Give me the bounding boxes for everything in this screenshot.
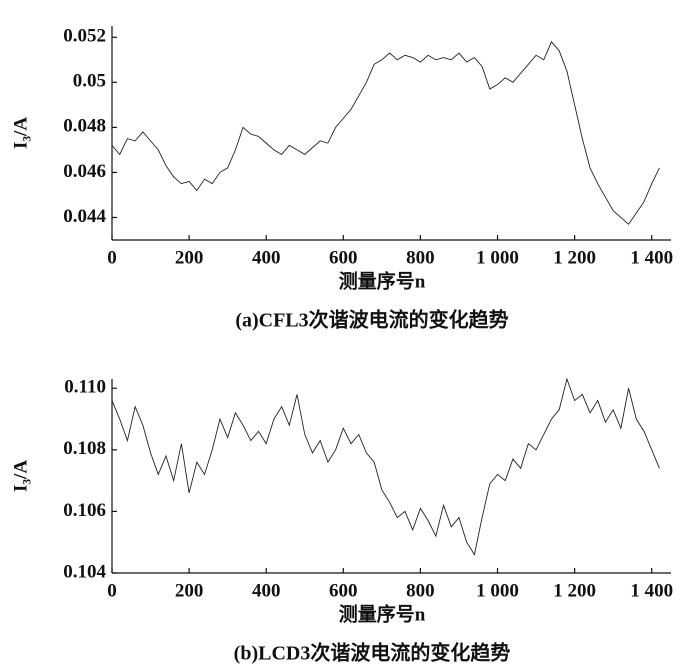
- x-tick-label: 0: [107, 247, 117, 268]
- y-tick-label: 0.05: [73, 71, 106, 92]
- x-tick-label: 600: [329, 247, 358, 268]
- x-tick-label: 1 400: [630, 247, 673, 268]
- x-tick-label: 200: [175, 247, 204, 268]
- data-line: [111, 377, 660, 556]
- x-tick-label: 600: [329, 580, 358, 601]
- x-tick-label: 1 400: [630, 580, 673, 601]
- x-tick-label: 400: [252, 247, 281, 268]
- x-tick-label: 800: [406, 247, 435, 268]
- x-tick-label: 1 200: [553, 247, 596, 268]
- x-tick-label: 1 000: [476, 580, 519, 601]
- x-axis-label: 测量序号n: [339, 602, 426, 625]
- y-axis-label: I₃/A: [10, 460, 31, 492]
- x-tick-label: 400: [252, 580, 281, 601]
- x-axis-label: 测量序号n: [339, 269, 426, 292]
- x-tick-label: 0: [107, 580, 117, 601]
- y-tick-label: 0.046: [63, 161, 106, 182]
- x-tick-label: 200: [175, 580, 204, 601]
- y-tick-label: 0.110: [64, 377, 106, 398]
- data-line: [111, 40, 660, 225]
- y-tick-label: 0.044: [63, 206, 106, 227]
- caption: (b)LCD3次谐波电流的变化趋势: [234, 641, 511, 665]
- x-tick-label: 800: [406, 580, 435, 601]
- y-axis-label: I₃/A: [10, 117, 31, 149]
- x-tick-label: 1 000: [476, 247, 519, 268]
- y-tick-label: 0.048: [63, 116, 106, 137]
- y-tick-label: 0.104: [63, 561, 106, 582]
- x-tick-label: 1 200: [553, 580, 596, 601]
- y-tick-label: 0.052: [63, 26, 106, 47]
- y-tick-label: 0.108: [63, 438, 106, 459]
- caption: (a)CFL3次谐波电流的变化趋势: [235, 308, 508, 332]
- y-tick-label: 0.106: [63, 500, 106, 521]
